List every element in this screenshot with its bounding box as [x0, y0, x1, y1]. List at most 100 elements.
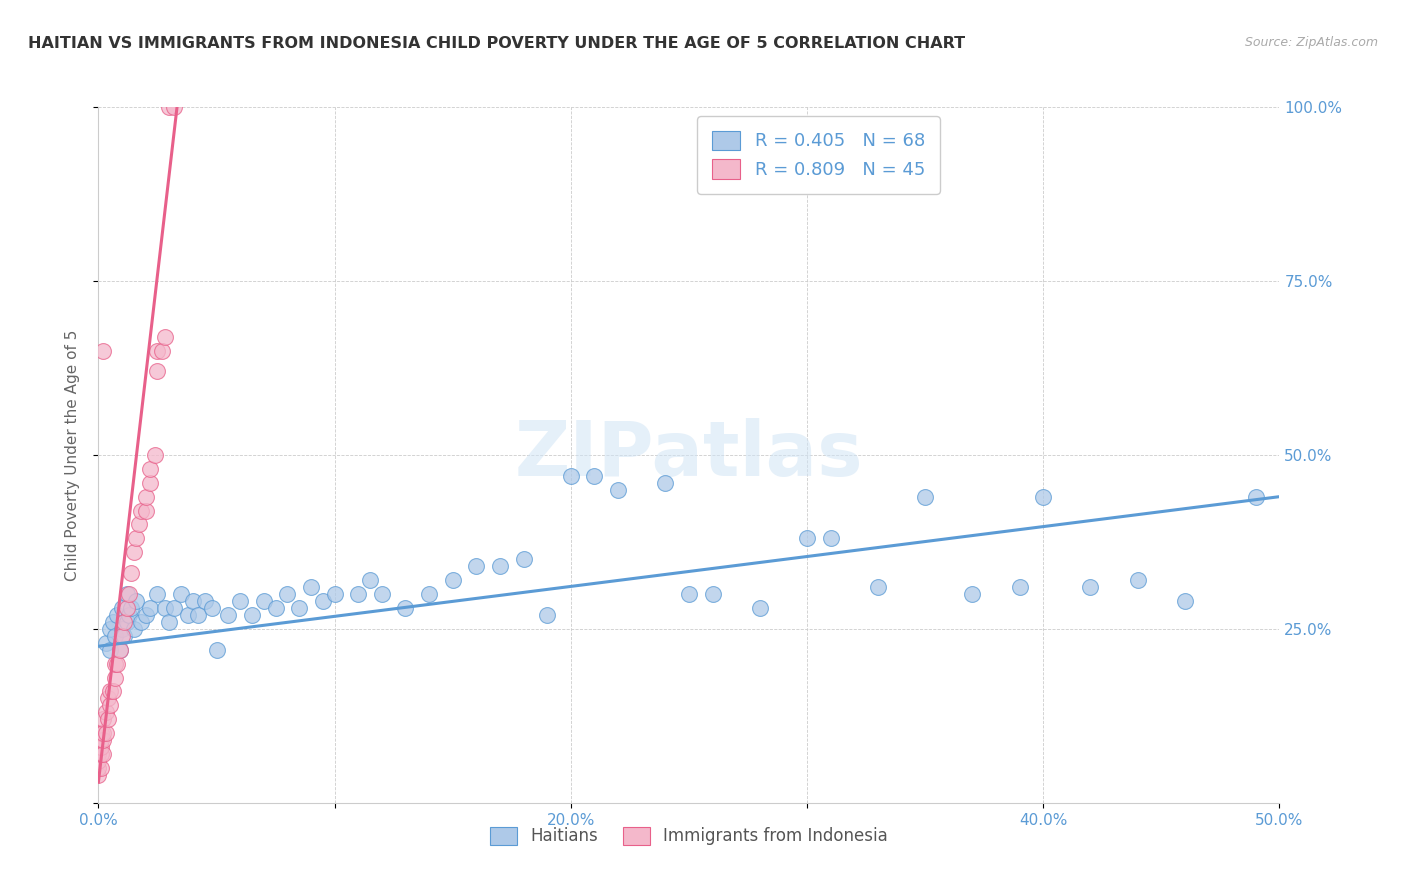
Point	[90, 726, 112, 740]
Text: Source: ZipAtlas.com: Source: ZipAtlas.com	[1244, 36, 1378, 49]
Point	[371, 587, 394, 601]
Point	[105, 607, 128, 622]
Point	[91, 343, 114, 358]
Point	[87, 754, 110, 768]
Point	[157, 615, 180, 629]
Point	[111, 601, 134, 615]
Point	[97, 712, 120, 726]
Point	[112, 615, 135, 629]
Point	[115, 601, 138, 615]
Point	[90, 740, 112, 755]
Point	[153, 601, 176, 615]
Point	[125, 532, 148, 546]
Point	[143, 448, 166, 462]
Point	[139, 601, 162, 615]
Point	[866, 580, 889, 594]
Point	[796, 532, 818, 546]
Point	[122, 622, 145, 636]
Point	[104, 671, 127, 685]
Point	[157, 100, 180, 114]
Point	[128, 517, 150, 532]
Point	[122, 545, 145, 559]
Point	[323, 587, 346, 601]
Point	[98, 698, 121, 713]
Point	[118, 587, 141, 601]
Point	[146, 364, 169, 378]
Point	[98, 684, 121, 698]
Point	[121, 566, 143, 581]
Point	[91, 712, 114, 726]
Point	[87, 740, 110, 755]
Point	[748, 601, 770, 615]
Point	[702, 587, 724, 601]
Point	[1080, 580, 1102, 594]
Point	[90, 747, 112, 761]
Point	[150, 343, 173, 358]
Point	[139, 462, 162, 476]
Point	[229, 594, 252, 608]
Point	[135, 490, 157, 504]
Point	[146, 343, 169, 358]
Point	[217, 607, 239, 622]
Point	[108, 642, 131, 657]
Point	[1032, 490, 1054, 504]
Point	[111, 629, 134, 643]
Point	[347, 587, 370, 601]
Text: ZIPatlas: ZIPatlas	[515, 418, 863, 491]
Point	[607, 483, 630, 497]
Point	[146, 587, 169, 601]
Point	[418, 587, 440, 601]
Point	[312, 594, 335, 608]
Point	[181, 594, 204, 608]
Point	[91, 733, 114, 747]
Point	[91, 726, 114, 740]
Point	[1174, 594, 1197, 608]
Point	[654, 475, 676, 490]
Point	[276, 587, 298, 601]
Point	[820, 532, 842, 546]
Point	[98, 642, 121, 657]
Point	[97, 691, 120, 706]
Point	[108, 642, 131, 657]
Point	[94, 706, 117, 720]
Point	[394, 601, 416, 615]
Point	[914, 490, 936, 504]
Point	[512, 552, 534, 566]
Point	[187, 607, 209, 622]
Point	[129, 503, 152, 517]
Point	[121, 601, 143, 615]
Point	[87, 768, 110, 782]
Point	[240, 607, 263, 622]
Point	[177, 607, 200, 622]
Point	[489, 559, 512, 574]
Text: HAITIAN VS IMMIGRANTS FROM INDONESIA CHILD POVERTY UNDER THE AGE OF 5 CORRELATIO: HAITIAN VS IMMIGRANTS FROM INDONESIA CHI…	[28, 36, 966, 51]
Point	[1008, 580, 1031, 594]
Point	[962, 587, 984, 601]
Point	[104, 629, 127, 643]
Point	[91, 747, 114, 761]
Point	[94, 726, 117, 740]
Point	[264, 601, 287, 615]
Point	[253, 594, 276, 608]
Point	[359, 573, 381, 587]
Point	[111, 622, 134, 636]
Point	[1126, 573, 1149, 587]
Point	[98, 622, 121, 636]
Point	[678, 587, 700, 601]
Point	[87, 747, 110, 761]
Point	[139, 475, 162, 490]
Point	[441, 573, 464, 587]
Point	[465, 559, 488, 574]
Y-axis label: Child Poverty Under the Age of 5: Child Poverty Under the Age of 5	[65, 329, 80, 581]
Point	[560, 468, 582, 483]
Point	[101, 684, 124, 698]
Point	[163, 601, 186, 615]
Point	[536, 607, 558, 622]
Point	[87, 761, 110, 775]
Point	[299, 580, 322, 594]
Point	[94, 636, 117, 650]
Point	[112, 629, 135, 643]
Point	[201, 601, 224, 615]
Point	[170, 587, 193, 601]
Point	[163, 100, 186, 114]
